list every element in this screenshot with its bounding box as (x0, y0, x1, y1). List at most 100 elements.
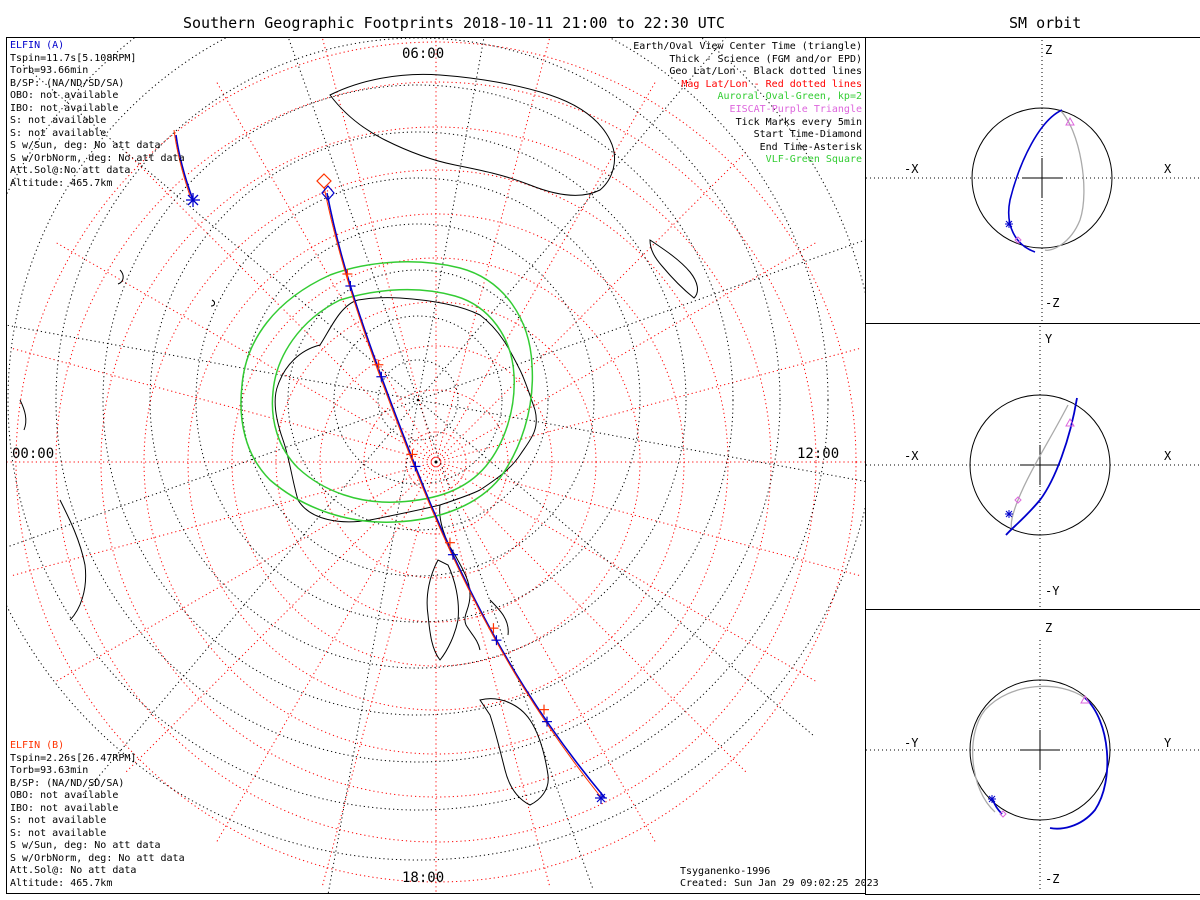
elfin-a-info-line: Att.Sol@:No att data (10, 165, 131, 176)
map-center-dot (434, 460, 438, 464)
geo-meridian (417, 399, 594, 890)
sm-panel3-top: Z (1045, 621, 1053, 635)
sm-panel1-right: X (1164, 162, 1172, 176)
elfin-b-info-line: S: not available (10, 815, 107, 826)
sm-panel-xy (866, 326, 1200, 607)
model-label: Tsyganenko-1996 (680, 866, 771, 877)
sm-diamond-marker (999, 810, 1007, 818)
geo-meridian (287, 38, 419, 401)
elfin-a-info-line: IBO: not available (10, 102, 119, 114)
elfin-b-info-line: B/SP: (NA/ND/SD/SA) (10, 777, 125, 789)
geo-meridian (327, 399, 419, 893)
elfin-b-info-line: S w/Sun, deg: No att data (10, 840, 161, 851)
mag-meridian (435, 461, 818, 683)
sm-panel2-bottom: -Y (1045, 584, 1060, 598)
elfin-a-info: ELFIN (A) Tspin=11.7s[5.108RPM] Torb=93.6… (10, 40, 185, 190)
elfin-a-name: ELFIN (A) (10, 40, 65, 51)
geo-meridian (7, 324, 419, 401)
elfin-b-tick-marks (342, 268, 550, 715)
elfin-b-info-line: Att.Sol@: No att data (10, 865, 137, 876)
legend-item: Start Time-Diamond (753, 129, 862, 141)
elfin-a-info-line: S: not available (10, 115, 107, 126)
sm-panel2-right: X (1164, 449, 1172, 463)
elfin-a-info-line: S w/OrbNorm, deg: No att data (10, 152, 185, 164)
coastlines (19, 73, 698, 806)
sm-panel1-bottom: -Z (1045, 296, 1060, 310)
sm-panel-yz (866, 640, 1200, 890)
elfin-b-info-line: S: not available (10, 827, 107, 839)
map-title: Southern Geographic Footprints 2018-10-1… (183, 14, 725, 32)
elfin-b-start-diamond (316, 173, 332, 189)
sm-panel2-left: -X (904, 449, 919, 463)
sm-asterisk-marker (1005, 510, 1013, 518)
elfin-a-info-line: Tspin=11.7s[5.108RPM] (10, 52, 137, 64)
elfin-b-track (173, 129, 601, 797)
legend-item: Mag Lat/Lon - Red dotted lines (681, 78, 862, 90)
mlt-label-left: 00:00 (12, 446, 55, 462)
legend-item: Thick - Science (FGM and/or EPD) (669, 53, 862, 65)
elfin-a-end-asterisk-2 (595, 792, 607, 804)
sm-panel1-left: -X (904, 162, 919, 176)
geo-meridian (417, 239, 865, 401)
geo-meridian (417, 38, 726, 401)
elfin-b-info-line: Tspin=2.26s[26.47RPM] (10, 752, 137, 764)
elfin-b-info: ELFIN (B) Tspin=2.26s[26.47RPM] Torb=93.6… (10, 740, 185, 890)
sm-panel3-bottom: -Z (1045, 872, 1060, 886)
mag-meridian (10, 461, 437, 577)
sm-panel3-right: Y (1164, 736, 1172, 750)
geo-meridian (417, 399, 815, 737)
sm-orbit-title: SM orbit (1009, 14, 1082, 32)
legend-item: VLF-Green Square (765, 154, 862, 166)
elfin-a-start-diamond (321, 185, 335, 201)
elfin-a-info-line: OBO: not available (10, 90, 119, 101)
mag-meridian (10, 347, 437, 463)
mag-meridian (435, 241, 818, 463)
elfin-a-track (175, 134, 606, 799)
elfin-a-info-line: Altitude: 465.7km (10, 177, 113, 189)
mag-meridian (124, 150, 437, 463)
sm-triangle-marker (1080, 694, 1090, 704)
legend-item: EISCAT-Purple Triangle (729, 104, 862, 115)
elfin-b-info-line: S w/OrbNorm, deg: No att data (10, 852, 185, 864)
elfin-a-info-line: S w/Sun, deg: No att data (10, 140, 161, 151)
mag-meridian (435, 38, 551, 463)
sm-panel-yz-frame (865, 609, 1200, 895)
created-label: Created: Sun Jan 29 09:02:25 2023 (680, 878, 879, 889)
mlt-label-top: 06:00 (402, 46, 445, 62)
geo-meridian (417, 399, 865, 482)
auroral-oval (240, 261, 534, 523)
legend-item: Earth/Oval View Center Time (triangle) (633, 41, 862, 52)
elfin-b-info-line: IBO: not available (10, 802, 119, 814)
sm-triangle-marker (1065, 417, 1075, 427)
legend-item: Geo Lat/Lon - Black dotted lines (669, 66, 862, 78)
sm-panel1-top: Z (1045, 43, 1053, 57)
elfin-a-info-line: B/SP: (NA/ND/SD/SA) (10, 77, 125, 89)
sm-asterisk-marker (988, 795, 996, 803)
mlt-label-right: 12:00 (797, 446, 840, 462)
map-legend: Earth/Oval View Center Time (triangle) Th… (562, 41, 862, 171)
geo-lat-lon-grid (7, 38, 865, 861)
elfin-b-info-line: OBO: not available (10, 790, 119, 801)
sm-panel-xz (866, 40, 1200, 322)
sm-panel3-left: -Y (904, 736, 919, 750)
geo-meridian (21, 63, 419, 401)
mag-meridian (435, 461, 748, 774)
mag-meridian (321, 461, 437, 888)
elfin-a-info-line: S: not available (10, 127, 107, 139)
sm-diamond-marker (1014, 496, 1022, 504)
sm-diamond-marker (1014, 236, 1022, 244)
mlt-label-bottom: 18:00 (402, 870, 445, 886)
sm-orbit-markers (988, 116, 1090, 818)
sm-orbit-panels (866, 40, 1200, 890)
mag-meridian (435, 150, 748, 463)
elfin-a-tick-marks (345, 280, 553, 727)
elfin-b-info-line: Altitude: 465.7km (10, 877, 113, 889)
elfin-a-end-asterisk (186, 193, 200, 207)
legend-item: Auroral Oval-Green, kp=2 (717, 91, 863, 103)
sm-triangle-marker (1065, 116, 1075, 126)
legend-item: End Time-Asterisk (759, 141, 862, 153)
sm-panel2-top: Y (1045, 332, 1053, 346)
elfin-a-info-line: Torb=93.66min (10, 65, 89, 76)
geo-meridian (81, 399, 419, 797)
